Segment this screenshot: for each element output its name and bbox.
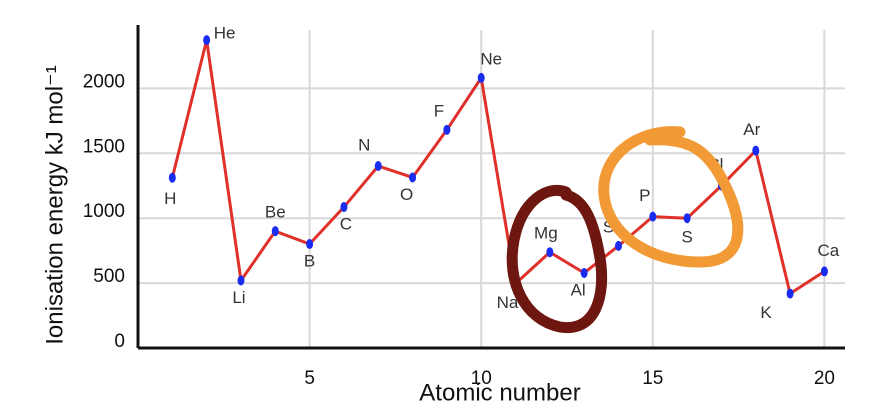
point-label: Ne [480, 49, 502, 68]
data-point [168, 172, 176, 183]
data-point [580, 267, 588, 278]
point-label: Be [265, 203, 286, 222]
point-label: He [214, 24, 236, 43]
data-point [477, 72, 485, 83]
y-tick-label: 500 [93, 266, 125, 287]
annotation-circle [506, 184, 608, 334]
y-tick-label: 1000 [83, 201, 125, 222]
data-point [614, 240, 622, 251]
data-point [271, 226, 279, 237]
data-point [546, 247, 554, 258]
data-point [443, 124, 451, 135]
x-tick-label: 15 [642, 368, 663, 389]
point-label: H [164, 189, 176, 208]
point-label: Na [497, 293, 519, 312]
data-point [820, 266, 828, 277]
point-label: Li [232, 288, 245, 307]
data-line [170, 39, 826, 297]
data-point [374, 161, 382, 172]
data-point [786, 288, 794, 299]
x-tick-label: 5 [304, 368, 315, 389]
point-label: Ar [743, 120, 760, 139]
point-label: Al [571, 280, 586, 299]
point-label: Mg [534, 224, 558, 243]
point-label: Ca [818, 241, 840, 260]
data-point [306, 239, 314, 250]
y-tick-label: 1500 [83, 136, 125, 157]
point-label: O [400, 185, 413, 204]
data-point [649, 211, 657, 222]
y-tick-label: 0 [114, 331, 125, 352]
point-label: K [760, 303, 772, 322]
x-axis-title: Atomic number [419, 379, 580, 406]
data-point [409, 172, 417, 183]
data-point [752, 145, 760, 156]
point-label: B [304, 252, 315, 271]
y-tick-label: 2000 [83, 71, 125, 92]
data-point [340, 202, 348, 213]
point-label: F [434, 101, 444, 120]
point-label: C [340, 215, 352, 234]
annotation-circle [598, 126, 744, 268]
point-label: P [639, 186, 650, 205]
data-point [683, 213, 691, 224]
point-label: N [358, 136, 370, 155]
x-tick-label: 10 [471, 368, 492, 389]
data-point [237, 275, 245, 286]
x-tick-label: 20 [814, 368, 835, 389]
data-point [203, 35, 211, 46]
y-axis-title: Ionisation energy kJ mol⁻¹ [41, 65, 68, 344]
point-label: S [681, 228, 692, 247]
